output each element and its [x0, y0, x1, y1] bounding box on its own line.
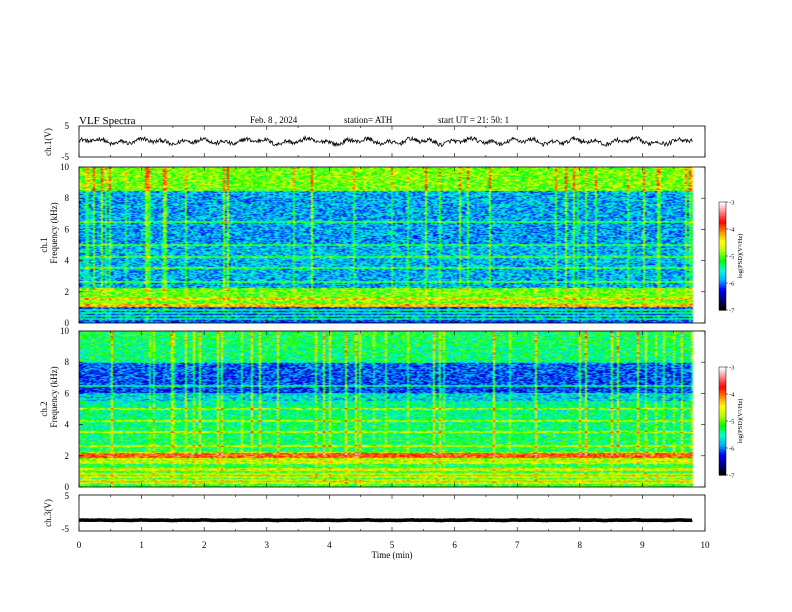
ch2-frequency-ylabel: Frequency (kHz)	[49, 366, 59, 427]
ch3-waveform-frame	[79, 495, 705, 531]
date-label: Feb. 8 , 2024	[250, 115, 298, 125]
xtick-label: 6	[452, 540, 457, 550]
station-label: station= ATH	[344, 115, 393, 125]
xtick-label: 7	[515, 540, 520, 550]
ch1-waveform-xticks	[79, 126, 705, 157]
ytick-label: 2	[65, 287, 70, 297]
ch2-colorbar: -3 -4 -5 -6 -7 log(PSD)(V²/Hz)	[719, 365, 744, 480]
ch1-waveform-trace	[79, 136, 692, 146]
colorbar-tick-label: -4	[729, 392, 735, 399]
ch2-spectrogram-channel-label: ch.2	[39, 401, 49, 416]
ytick-label: 6	[65, 224, 70, 234]
ch1-spectrogram-channel-label: ch.1	[39, 237, 49, 252]
colorbar-tick-label: -5	[729, 419, 734, 426]
xtick-label: 2	[202, 540, 207, 550]
colorbar-tick-label: -7	[729, 308, 735, 315]
colorbar-tick-label: -7	[729, 473, 735, 480]
colorbar-tick-label: -5	[729, 254, 734, 261]
colorbar-tick-label: -3	[729, 200, 734, 207]
ch1-frequency-ylabel: Frequency (kHz)	[49, 202, 59, 263]
ytick-label: 10	[60, 326, 70, 336]
xtick-label: 1	[139, 540, 144, 550]
ytick-label: 8	[65, 357, 70, 367]
ytick-label: 4	[65, 256, 70, 266]
ch3-waveform-ylabel: ch.3(V)	[43, 499, 53, 527]
xtick-label: 9	[640, 540, 645, 550]
ch3-ytick-top: 5	[65, 491, 70, 501]
xtick-label: 0	[77, 540, 82, 550]
ch2-spectrogram-panel: 0 2 4 6 8 10 ch.2 Frequency (kHz)	[39, 326, 705, 492]
chart-title: VLF Spectra	[79, 115, 136, 127]
ytick-label: 2	[65, 451, 70, 461]
xtick-label: 8	[578, 540, 583, 550]
time-axis-label: Time (min)	[372, 550, 413, 560]
start-time-label: start UT = 21: 50: 1	[438, 115, 509, 125]
ch2-spectrogram-image	[79, 331, 705, 487]
ch1-colorbar: -3 -4 -5 -6 -7 log(PSD)(V²/Hz)	[719, 200, 744, 315]
colorbar-tick-label: -6	[729, 281, 735, 288]
ch3-waveform-panel: 5 -5 ch.3(V) 0 1 2 3 4 5 6 7 8 9 10	[43, 491, 710, 550]
ch1-spectrogram-image	[79, 167, 705, 323]
ch1-waveform-panel: 5 -5 ch.1(V)	[43, 121, 705, 162]
ch1-waveform-frame	[79, 126, 705, 157]
colorbar-tick-label: -4	[729, 227, 735, 234]
xtick-label: 4	[327, 540, 332, 550]
ch3-ytick-bottom: -5	[62, 524, 70, 534]
ch1-spectrogram-panel: 0 2 4 6 8 10 ch.1 Frequency (kHz)	[39, 162, 705, 328]
ch1-ytick-top: 5	[65, 121, 70, 131]
ch3-waveform-xticks	[79, 495, 705, 531]
time-axis-tick-labels: 0 1 2 3 4 5 6 7 8 9 10	[77, 540, 710, 550]
xtick-label: 3	[265, 540, 270, 550]
vlf-spectra-chart: VLF Spectra Feb. 8 , 2024 station= ATH s…	[0, 0, 792, 612]
colorbar-tick-label: -3	[729, 365, 734, 372]
ch3-waveform-trace	[79, 520, 692, 521]
ytick-label: 8	[65, 193, 70, 203]
xtick-label: 10	[701, 540, 711, 550]
ch1-waveform-ylabel: ch.1(V)	[43, 128, 53, 156]
colorbar-tick-label: -6	[729, 446, 735, 453]
ytick-label: 4	[65, 420, 70, 430]
colorbar-label: log(PSD)(V²/Hz)	[737, 234, 744, 279]
ch1-ytick-bottom: -5	[62, 152, 70, 162]
ytick-label: 10	[60, 162, 70, 172]
ytick-label: 6	[65, 388, 70, 398]
xtick-label: 5	[390, 540, 395, 550]
colorbar-label: log(PSD)(V²/Hz)	[737, 399, 744, 444]
